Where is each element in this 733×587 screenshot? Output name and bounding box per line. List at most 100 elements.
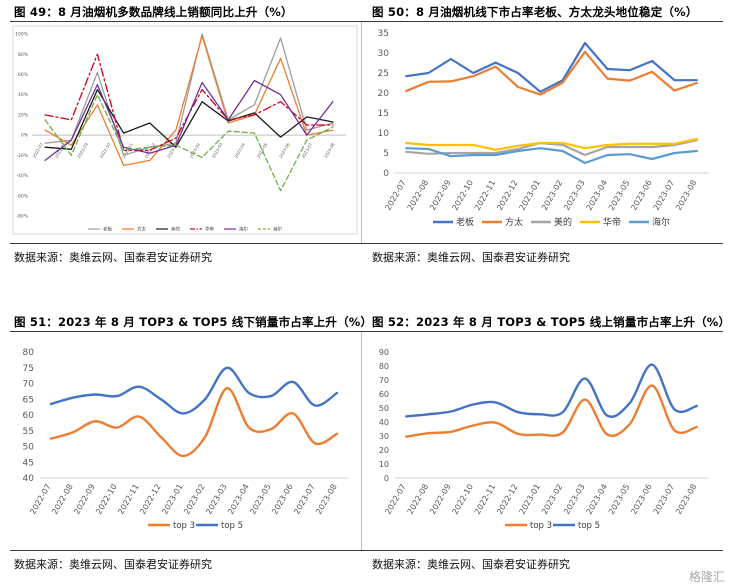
x-tick-label: 2022-09	[428, 179, 453, 212]
x-tick-label: 2023-06	[629, 178, 654, 211]
series-line-2	[44, 35, 334, 167]
x-tick-label: 2023-07	[652, 483, 677, 516]
panel-49-title: 图 49：8 月油烟机多数品牌线上销额同比上升（%）	[14, 5, 293, 19]
x-tick-label: 2022-11	[473, 482, 498, 515]
x-tick-label: 2023-03	[211, 142, 224, 159]
legend-label: 老板	[103, 226, 112, 233]
legend-label: 方太	[505, 216, 523, 228]
x-tick-label: 2023-06	[270, 483, 295, 516]
legend-label: 华帝	[205, 226, 214, 233]
x-tick-label: 2023-07	[301, 142, 314, 159]
y-tick-label: 40	[23, 474, 35, 484]
legend-label: 华帝	[603, 216, 621, 228]
x-tick-label: 2023-08	[323, 142, 336, 159]
y-tick-label: -60%	[16, 193, 28, 199]
y-tick-label: 60%	[18, 72, 29, 78]
x-tick-label: 2022-07	[383, 179, 408, 212]
series-line-5	[405, 147, 698, 165]
y-tick-label: 20%	[18, 112, 29, 118]
y-tick-label: 35	[378, 29, 389, 39]
y-tick-label: 20	[379, 446, 389, 455]
x-tick-label: 2023-03	[562, 178, 587, 211]
panel-51-source: 数据来源：奥维云网、国泰君安证券研究	[14, 558, 212, 571]
legend-label: 美的	[171, 226, 180, 233]
series-line-4	[405, 137, 698, 151]
legend-item-5: 海尔	[629, 216, 670, 228]
y-tick-label: 65	[23, 395, 34, 405]
y-tick-label: 0%	[21, 133, 29, 139]
series-line-6	[44, 94, 334, 192]
x-tick-label: 2022-08	[406, 178, 431, 211]
x-tick-label: 2023-02	[540, 179, 565, 212]
top-divider	[361, 22, 362, 244]
x-tick-label: 2022-10	[99, 142, 112, 159]
x-tick-label: 2023-06	[278, 142, 291, 159]
legend-label: 美的	[554, 216, 572, 228]
series-line-5	[44, 79, 334, 162]
legend-item-2: top 5	[196, 521, 243, 531]
y-tick-label: 100%	[15, 32, 29, 38]
legend-item-2: 方太	[482, 216, 523, 228]
y-tick-label: 20	[378, 89, 390, 99]
x-tick-label: 2023-08	[674, 178, 699, 211]
x-tick-label: 2022-09	[72, 483, 97, 516]
legend-item-1: top 3	[148, 521, 195, 531]
x-tick-label: 2023-01	[518, 178, 543, 211]
y-tick-label: 30	[378, 49, 390, 59]
x-tick-label: 2022-11	[116, 483, 141, 516]
x-tick-label: 2023-05	[248, 483, 273, 516]
y-tick-label: 90	[379, 348, 389, 357]
chart-52: 0 10 20 30 40 50 60 70 80 90 2022-072022-082022-09…	[379, 348, 708, 531]
legend-item-2: top 5	[553, 521, 600, 531]
y-tick-label: 0	[383, 169, 389, 179]
x-tick-label: 2022-08	[406, 482, 431, 515]
x-tick-label: 2022-12	[495, 179, 520, 212]
x-tick-label: 2023-04	[585, 179, 610, 212]
plot-frame	[12, 25, 358, 235]
legend-item-4: 华帝	[190, 226, 214, 233]
bottom-bottom-rule	[10, 550, 723, 551]
x-tick-label: 2023-02	[540, 483, 565, 516]
x-tick-label: 2022-09	[428, 483, 453, 516]
series-line-1	[405, 384, 698, 438]
legend-label: top 5	[578, 521, 600, 531]
y-tick-label: 40	[379, 418, 389, 427]
x-tick-label: 2022-08	[50, 483, 75, 516]
x-tick-label: 2023-04	[233, 142, 246, 159]
x-tick-label: 2023-03	[204, 483, 229, 516]
legend-item-3: 美的	[156, 226, 180, 233]
y-tick-label: 55	[23, 427, 34, 437]
y-tick-label: -80%	[16, 214, 28, 220]
series-line-1	[49, 387, 339, 458]
x-tick-label: 2023-01	[160, 483, 185, 516]
y-tick-label: 45	[23, 458, 34, 468]
x-tick-label: 2023-05	[607, 483, 632, 516]
chart-51: 4045505560657075802022-072022-082022-092…	[23, 348, 348, 531]
x-tick-label: 2023-08	[674, 482, 699, 515]
legend-label: top 3	[530, 521, 552, 531]
legend-label: 老板	[456, 216, 474, 228]
legend-item-4: 华帝	[580, 216, 621, 228]
series-line-2	[49, 366, 339, 415]
x-tick-label: 2022-07	[383, 483, 408, 516]
panel-52-source: 数据来源：奥维云网、国泰君安证券研究	[372, 558, 570, 571]
panel-51-title: 图 51：2023 年 8 月 TOP3 & TOP5 线下销量市占率上升（%）	[14, 315, 373, 329]
panel-50-title: 图 50：8 月油烟机线下市占率老板、方太龙头地位稳定（%）	[372, 5, 698, 19]
series-line-1	[405, 41, 698, 93]
legend-label: 方太	[137, 226, 146, 233]
x-tick-label: 2023-02	[182, 483, 207, 516]
y-tick-label: 5	[383, 149, 389, 159]
bottom-divider	[361, 332, 362, 550]
x-tick-label: 2023-01	[518, 482, 543, 515]
y-tick-label: 10	[379, 460, 389, 469]
y-tick-label: -20%	[16, 153, 28, 159]
series-line-1	[44, 33, 334, 156]
legend-item-2: 方太	[122, 226, 146, 233]
y-tick-label: 80	[379, 362, 389, 371]
x-tick-label: 2022-10	[450, 179, 475, 212]
y-tick-label: -40%	[16, 173, 28, 179]
top-rule	[10, 21, 723, 22]
x-tick-label: 2022-08	[54, 142, 67, 159]
panel-50-source: 数据来源：奥维云网、国泰君安证券研究	[372, 251, 570, 264]
x-tick-label: 2022-12	[138, 483, 163, 516]
